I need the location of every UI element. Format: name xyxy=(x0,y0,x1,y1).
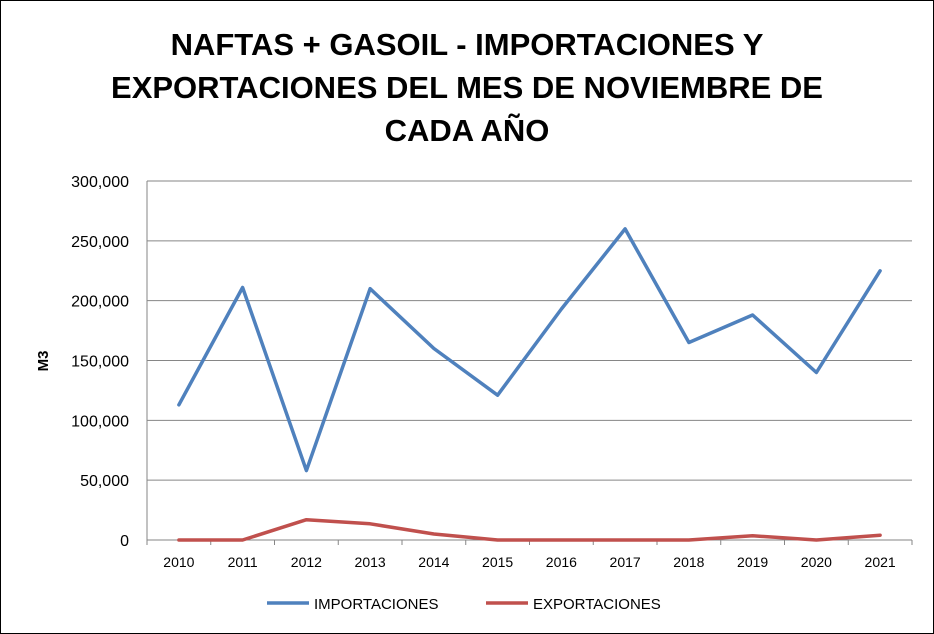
x-axis-tick-labels: 2010 2011 2012 2013 2014 2015 2016 2017 2018 2019… xyxy=(163,554,896,570)
y-tick-label: 100,000 xyxy=(71,413,129,430)
y-tick-label: 200,000 xyxy=(71,294,129,311)
chart-title-line-3: CADA AÑO xyxy=(385,113,550,148)
x-tick-label: 2014 xyxy=(418,554,449,570)
chart-title: NAFTAS + GASOIL - IMPORTACIONES Y EXPORT… xyxy=(111,27,823,148)
x-tick-label: 2010 xyxy=(163,554,194,570)
y-tick-label: 300,000 xyxy=(71,174,129,191)
x-tick-label: 2015 xyxy=(482,554,513,570)
legend: IMPORTACIONES EXPORTACIONES xyxy=(267,596,661,613)
x-tick-label: 2021 xyxy=(865,554,896,570)
series-line-importaciones xyxy=(177,227,882,473)
x-tick-label: 2012 xyxy=(291,554,322,570)
x-tick-label: 2016 xyxy=(546,554,577,570)
chart-title-line-2: EXPORTACIONES DEL MES DE NOVIEMBRE DE xyxy=(111,70,823,105)
legend-label-exportaciones: EXPORTACIONES xyxy=(533,596,661,613)
legend-label-importaciones: IMPORTACIONES xyxy=(314,596,438,613)
y-tick-label: 250,000 xyxy=(71,234,129,251)
y-tick-label: 0 xyxy=(120,533,129,550)
x-tick-label: 2017 xyxy=(610,554,641,570)
x-tick-label: 2019 xyxy=(737,554,768,570)
y-axis-title: M3 xyxy=(35,351,52,372)
series xyxy=(177,227,882,542)
x-tick-label: 2020 xyxy=(801,554,832,570)
y-tick-label: 50,000 xyxy=(80,473,129,490)
x-tick-label: 2018 xyxy=(673,554,704,570)
series-line-exportaciones xyxy=(177,517,882,542)
axes xyxy=(146,181,913,545)
x-tick-label: 2011 xyxy=(228,554,258,570)
x-tick-label: 2013 xyxy=(355,554,386,570)
gridlines xyxy=(147,180,912,481)
y-axis-tick-labels: 0 50,000 100,000 150,000 200,000 250,000 300,0… xyxy=(71,174,129,550)
y-tick-label: 150,000 xyxy=(71,354,129,371)
chart-title-line-1: NAFTAS + GASOIL - IMPORTACIONES Y xyxy=(171,27,764,62)
